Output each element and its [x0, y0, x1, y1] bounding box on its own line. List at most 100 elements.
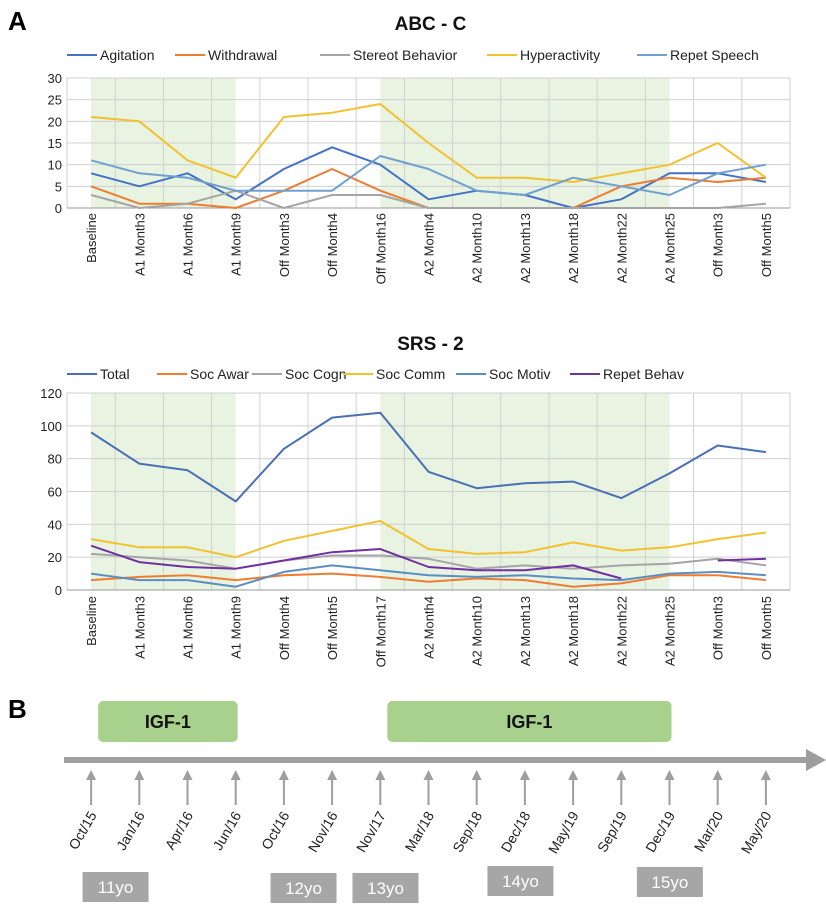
panel-b-label: B [8, 694, 27, 724]
x-tick-label: Off Month5 [325, 596, 340, 660]
x-tick-label: Off Month17 [373, 596, 388, 667]
date-label: Nov/17 [353, 808, 389, 855]
series-line-soc-comm [90, 520, 767, 559]
x-tick-label: A1 Month9 [229, 596, 244, 659]
legend-label: Soc Cogn [285, 366, 346, 382]
series-line-stereot-behavior [90, 189, 766, 209]
date-arrowhead [86, 770, 97, 780]
age-box [487, 866, 554, 896]
legend-label: Stereot Behavior [353, 47, 458, 63]
y-tick-label: 5 [55, 179, 62, 194]
x-tick-label: Off Month5 [759, 213, 774, 277]
x-tick-label: Off Month4 [325, 213, 340, 277]
x-tick-label: Off Month16 [373, 213, 388, 284]
legend-label: Total [100, 366, 130, 382]
x-tick-label: Off Month4 [277, 596, 292, 660]
date-label: Mar/20 [691, 808, 727, 854]
date-label: Apr/16 [162, 808, 197, 852]
x-tick-label: Off Month3 [711, 596, 726, 660]
legend-label: Agitation [100, 47, 154, 63]
x-tick-label: A2 Month4 [422, 596, 437, 659]
x-tick-label: A1 Month6 [181, 213, 196, 276]
y-tick-label: 30 [48, 71, 62, 86]
age-box [82, 872, 149, 902]
x-tick-label: A2 Month10 [470, 596, 485, 666]
date-arrowhead [134, 770, 145, 780]
series-line-total [90, 411, 767, 503]
date-arrowhead [278, 770, 289, 780]
x-tick-label: A1 Month9 [229, 213, 244, 276]
y-tick-label: 120 [40, 386, 62, 401]
treatment-timeline: IGF-1 IGF-1 Oct/15 Jan/16 Apr/16 Jun/16 Oct/16… [64, 701, 826, 903]
y-tick-label: 25 [48, 93, 62, 108]
date-label: Nov/16 [305, 808, 341, 855]
series-line-hyperactivity [91, 103, 767, 183]
date-arrowhead [616, 770, 627, 780]
date-label: Oct/15 [65, 808, 100, 852]
y-tick-label: 15 [48, 136, 62, 151]
x-tick-label: Off Month5 [759, 596, 774, 660]
y-tick-label: 80 [48, 452, 62, 467]
date-label: May/19 [545, 808, 582, 856]
panel-a-label: A [8, 6, 27, 36]
x-tick-label: A2 Month10 [470, 213, 485, 283]
x-tick-label: A2 Month4 [422, 213, 437, 276]
date-label: Oct/16 [258, 808, 293, 852]
series-line-soc-cogn [91, 552, 767, 570]
x-tick-label: A1 Month3 [132, 596, 147, 659]
y-tick-label: 0 [55, 583, 62, 598]
x-tick-label: A2 Month18 [566, 596, 581, 666]
x-tick-label: A2 Month25 [663, 596, 678, 666]
date-label: Mar/18 [401, 808, 437, 854]
igf-1-box [387, 701, 672, 742]
y-tick-label: 40 [48, 517, 62, 532]
date-label: Dec/18 [497, 808, 533, 855]
y-tick-label: 0 [55, 201, 62, 216]
x-tick-label: A2 Month25 [663, 213, 678, 283]
y-tick-label: 20 [48, 114, 62, 129]
age-box [270, 873, 337, 903]
x-tick-label: Baseline [84, 596, 99, 646]
x-tick-label: A1 Month3 [132, 213, 147, 276]
date-label: Jan/16 [113, 808, 148, 853]
x-tick-label: A2 Month22 [614, 596, 629, 666]
igf-1-box [98, 701, 238, 742]
x-tick-label: A2 Month22 [614, 213, 629, 283]
timeline-arrowhead [806, 749, 826, 771]
y-tick-label: 10 [48, 158, 62, 173]
series-line-soc-motiv [90, 564, 766, 588]
date-arrowhead [519, 770, 530, 780]
date-arrowhead [664, 770, 675, 780]
date-arrowhead [471, 770, 482, 780]
age-label: 15yo [651, 873, 688, 892]
date-arrowhead [423, 770, 434, 780]
y-tick-label: 100 [40, 419, 62, 434]
age-box [636, 867, 703, 897]
legend-label: Repet Behav [603, 366, 684, 382]
srs-2-chart: SRS - 2 0 20 40 60 80 100 120 Baseline A1 Month3 A… [40, 334, 791, 667]
age-box [352, 873, 419, 903]
series-line-repet-speech [90, 155, 767, 196]
abc-c-chart: ABC - C 0 5 10 15 20 25 30 Baseline A1 Month3 A1 M… [48, 14, 791, 284]
date-arrowhead [712, 770, 723, 780]
x-tick-label: Off Month3 [277, 213, 292, 277]
legend-label: Soc Awar [190, 366, 249, 382]
x-tick-label: A1 Month6 [181, 596, 196, 659]
chart-title: SRS - 2 [397, 334, 464, 355]
legend-label: Soc Motiv [489, 366, 550, 382]
y-tick-label: 60 [48, 485, 62, 500]
date-label: Sep/19 [594, 808, 630, 855]
igf-1-label: IGF-1 [506, 712, 552, 732]
x-tick-label: Off Month3 [711, 213, 726, 277]
date-label: Jun/16 [209, 808, 244, 853]
date-arrowhead [182, 770, 193, 780]
x-tick-label: A2 Month18 [566, 213, 581, 283]
age-label: 14yo [502, 872, 539, 891]
legend-label: Withdrawal [208, 47, 277, 63]
date-label: Dec/19 [642, 808, 678, 855]
date-arrowhead [375, 770, 386, 780]
age-label: 11yo [98, 878, 134, 897]
chart-title: ABC - C [395, 14, 467, 35]
date-arrowhead [230, 770, 241, 780]
